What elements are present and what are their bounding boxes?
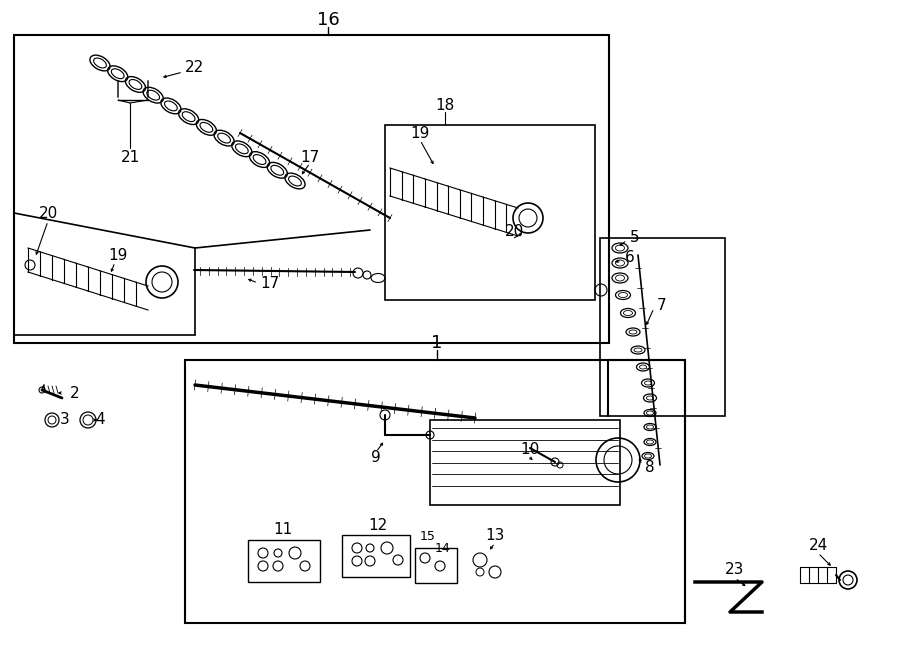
Text: 5: 5	[630, 229, 640, 245]
Text: 11: 11	[274, 522, 292, 537]
Text: 6: 6	[626, 249, 634, 264]
Text: 17: 17	[260, 276, 280, 290]
Bar	[600, 238, 725, 416]
Text: 13: 13	[485, 527, 505, 543]
Bar	[342, 535, 410, 577]
Bar	[430, 420, 620, 505]
Text: 8: 8	[645, 461, 655, 475]
Bar	[248, 540, 320, 582]
Text: 14: 14	[435, 541, 451, 555]
Text: 23: 23	[725, 563, 744, 578]
Text: 19: 19	[410, 126, 429, 141]
Text: 19: 19	[108, 247, 128, 262]
Text: 22: 22	[185, 61, 204, 75]
Text: 16: 16	[317, 11, 339, 29]
Text: 10: 10	[520, 442, 540, 457]
Text: 1: 1	[431, 334, 443, 352]
Text: 24: 24	[808, 537, 828, 553]
Bar	[385, 125, 595, 300]
Text: 17: 17	[301, 149, 320, 165]
Bar	[185, 360, 685, 623]
Text: 2: 2	[70, 385, 80, 401]
Bar	[14, 35, 609, 343]
Bar	[415, 548, 457, 583]
Text: 20: 20	[39, 206, 58, 221]
Text: 3: 3	[60, 412, 70, 428]
Text: 4: 4	[95, 412, 104, 428]
Text: 9: 9	[371, 451, 381, 465]
Text: 12: 12	[368, 518, 388, 533]
Text: 15: 15	[420, 531, 436, 543]
Text: 7: 7	[657, 297, 667, 313]
Text: 18: 18	[436, 98, 454, 112]
Text: 20: 20	[506, 225, 525, 239]
Text: 21: 21	[121, 149, 140, 165]
